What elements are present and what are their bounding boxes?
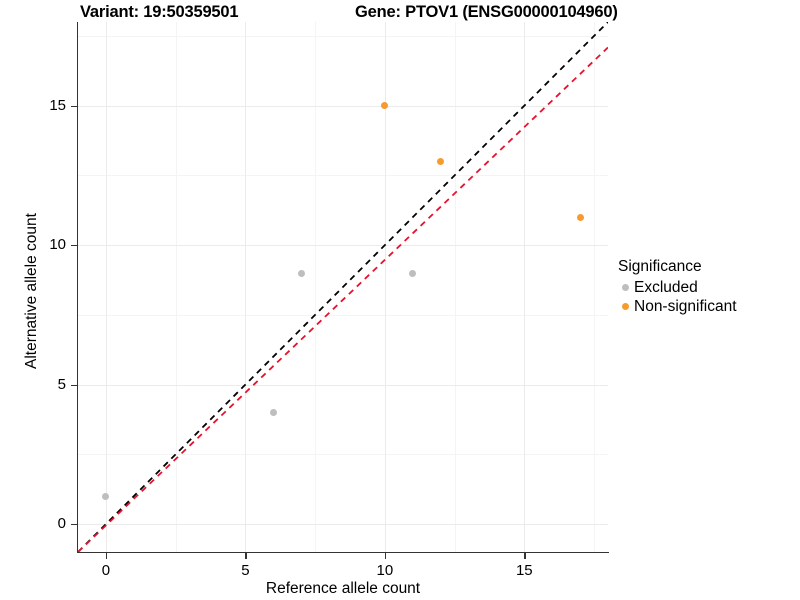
legend-item-excluded[interactable]: Excluded — [618, 278, 737, 297]
reference-lines-layer — [78, 22, 608, 552]
y-axis-tick — [71, 524, 77, 526]
x-axis-tick-label: 0 — [101, 562, 111, 579]
x-axis-tick — [105, 553, 108, 559]
gridline-major-vertical — [524, 22, 526, 552]
y-axis-tick-label: 10 — [49, 236, 66, 254]
legend: Significance Excluded Non-significant — [618, 258, 737, 316]
figure-title-row: Variant: 19:50359501 Gene: PTOV1 (ENSG00… — [0, 0, 800, 28]
x-axis-tick-label: 10 — [376, 562, 394, 579]
data-point[interactable] — [409, 269, 417, 277]
reference-line-identity — [78, 22, 608, 552]
plot-panel — [78, 22, 608, 552]
legend-item-non-significant[interactable]: Non-significant — [618, 297, 737, 316]
data-point[interactable] — [269, 409, 277, 417]
y-axis-tick — [71, 384, 77, 386]
x-axis-tick — [524, 553, 526, 559]
y-axis-tick — [71, 245, 77, 247]
data-point[interactable] — [437, 157, 445, 165]
gridline-major-vertical — [245, 22, 247, 552]
y-axis-tick-label: 5 — [57, 375, 66, 393]
gridline-major-horizontal — [78, 384, 608, 386]
data-point[interactable] — [102, 492, 110, 500]
gridline-minor-horizontal — [78, 314, 608, 316]
x-axis-tick — [245, 553, 247, 559]
gene-title: Gene: PTOV1 (ENSG00000104960) — [355, 3, 618, 21]
legend-items: Excluded Non-significant — [618, 278, 737, 316]
data-point[interactable] — [576, 213, 584, 221]
y-axis-line — [77, 22, 79, 553]
y-axis-title: Alternative allele count — [23, 213, 40, 369]
gridline-major-horizontal — [78, 105, 608, 107]
data-point[interactable] — [381, 102, 389, 110]
legend-item-label: Excluded — [634, 278, 698, 296]
y-axis-tick-label: 15 — [49, 96, 66, 114]
legend-marker-icon — [618, 284, 633, 291]
legend-marker-icon — [618, 303, 633, 310]
x-axis-tick-label: 15 — [515, 562, 533, 579]
x-axis-tick-label: 5 — [241, 562, 250, 579]
gridline-minor-vertical — [175, 22, 177, 552]
legend-item-label: Non-significant — [634, 297, 737, 315]
gridline-minor-horizontal — [78, 35, 608, 37]
x-axis-tick — [384, 553, 387, 559]
gridline-minor-horizontal — [78, 175, 608, 177]
gridline-minor-vertical — [454, 22, 456, 552]
x-axis-line — [77, 552, 609, 554]
y-axis-tick-label: 0 — [57, 515, 66, 533]
legend-title: Significance — [618, 258, 702, 275]
gridline-major-horizontal — [78, 524, 608, 526]
reference-line-observed-ratio — [78, 46, 608, 552]
gridline-minor-horizontal — [78, 454, 608, 456]
y-axis-tick — [71, 105, 77, 107]
variant-title: Variant: 19:50359501 — [80, 3, 239, 21]
data-point[interactable] — [297, 269, 305, 277]
gridline-minor-vertical — [594, 22, 596, 552]
x-axis-title: Reference allele count — [265, 580, 421, 597]
gridline-major-horizontal — [78, 245, 608, 247]
gridline-major-vertical — [105, 22, 107, 552]
gridline-minor-vertical — [315, 22, 317, 552]
